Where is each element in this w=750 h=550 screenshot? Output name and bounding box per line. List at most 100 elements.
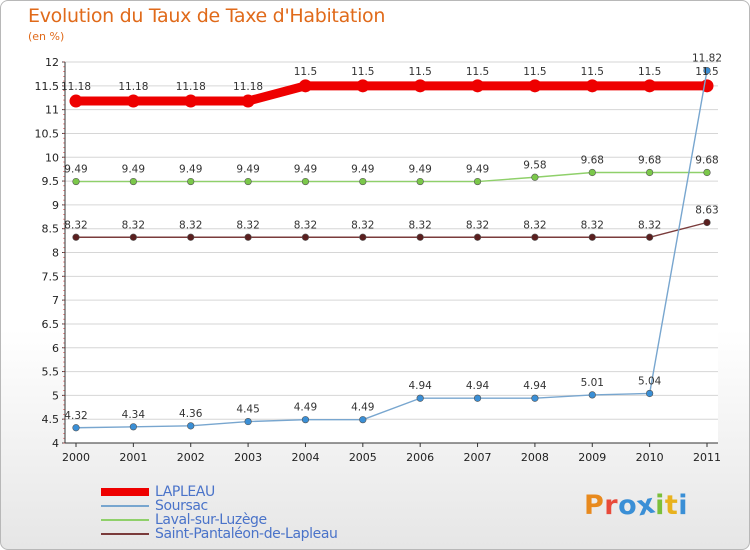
y-tick-label: 6: [52, 342, 59, 355]
x-tick-label: 2005: [349, 451, 377, 464]
data-point: [703, 218, 711, 227]
logo-letter: i: [655, 490, 665, 521]
data-point: [471, 79, 485, 93]
logo-letter: t: [664, 490, 679, 521]
series: [69, 66, 714, 432]
data-point: [588, 168, 596, 177]
data-point: [473, 177, 482, 186]
data-point: [301, 233, 310, 241]
proxiti-logo: Proxiti: [584, 488, 688, 522]
data-label: 8.32: [466, 219, 489, 231]
data-label: 5.01: [581, 377, 604, 389]
x-tick-label: 2000: [62, 451, 90, 464]
data-label: 9.49: [294, 164, 317, 176]
data-label: 4.49: [351, 402, 374, 414]
data-label: 4.34: [122, 409, 146, 421]
data-point: [129, 177, 137, 186]
logo-letter: P: [584, 490, 605, 521]
data-point: [69, 94, 83, 108]
data-label: 4.32: [64, 410, 87, 422]
data-point: [129, 233, 137, 241]
y-tick-label: 12: [45, 56, 59, 69]
data-label: 8.32: [236, 219, 259, 231]
legend-label: LAPLEAU: [155, 484, 215, 500]
x-tick-label: 2008: [521, 451, 549, 464]
legend-swatch: [101, 519, 149, 521]
data-label: 8.32: [351, 219, 374, 231]
data-point: [301, 416, 310, 424]
data-point: [359, 233, 367, 241]
data-point: [646, 168, 654, 177]
legend-item: Saint-Pantaléon-de-Lapleau: [101, 526, 338, 542]
data-point: [700, 79, 714, 93]
series-line-soursac: [75, 69, 708, 429]
legend-item: LAPLEAU: [101, 484, 337, 500]
data-label: 11.5: [523, 66, 546, 78]
y-tick-label: 11: [45, 104, 59, 117]
data-point: [585, 79, 599, 93]
data-point: [416, 177, 424, 186]
data-point: [703, 168, 711, 177]
data-label: 11.18: [176, 81, 206, 93]
data-point: [416, 394, 424, 402]
data-point: [244, 233, 252, 241]
data-label: 8.32: [179, 219, 202, 231]
data-label: 11.18: [233, 81, 263, 93]
data-point: [244, 177, 252, 186]
data-point: [416, 233, 424, 241]
legend-label: Laval-sur-Luzège: [155, 512, 267, 528]
data-label: 8.32: [122, 219, 145, 231]
data-point: [298, 79, 312, 93]
data-label: 9.49: [122, 164, 145, 176]
unit-label: (en %): [28, 30, 65, 43]
legend-swatch: [101, 533, 149, 535]
data-label: 11.5: [466, 66, 489, 78]
data-label: 8.63: [695, 204, 718, 216]
y-tick-label: 5: [52, 389, 59, 402]
x-tick-label: 2004: [291, 451, 319, 464]
data-label: 9.68: [581, 154, 604, 166]
series-line-lapleau: [71, 81, 712, 106]
data-label: 9.49: [351, 164, 374, 176]
data-label: 11.82: [692, 53, 722, 65]
data-label: 9.68: [695, 154, 718, 166]
data-label: 5.04: [638, 375, 662, 387]
data-label: 9.49: [179, 164, 202, 176]
y-tick-label: 8.5: [42, 223, 60, 236]
data-label: 4.94: [523, 380, 547, 392]
data-point: [646, 233, 654, 241]
data-label: 11.5: [294, 66, 317, 78]
y-tick-label: 10.5: [35, 127, 60, 140]
y-tick-label: 11.5: [35, 80, 60, 93]
data-point: [356, 79, 370, 93]
legend-label: Soursac: [155, 498, 208, 514]
data-label: 9.49: [466, 164, 489, 176]
x-tick-label: 2007: [464, 451, 492, 464]
data-point: [72, 424, 80, 432]
data-label: 4.94: [408, 380, 432, 392]
logo-letter: o: [618, 490, 638, 521]
x-tick-label: 2006: [406, 451, 434, 464]
legend-item: Laval-sur-Luzège: [101, 512, 337, 528]
axes: 4 4.5 5 5.5 6 6.5 7 7.5 8 8.5 9 9.5 10 10.5 11 11.5 12 20…: [35, 56, 722, 464]
data-label: 11.5: [581, 66, 604, 78]
data-point: [241, 94, 255, 108]
y-tick-label: 6.5: [42, 318, 60, 331]
x-tick-label: 2011: [693, 451, 721, 464]
data-point: [643, 79, 657, 93]
data-point: [72, 233, 80, 241]
data-point: [72, 177, 80, 186]
data-point: [187, 422, 195, 430]
data-point: [126, 94, 140, 108]
data-point: [359, 177, 367, 186]
data-label: 8.32: [408, 219, 431, 231]
data-label: 8.32: [638, 219, 661, 231]
x-tick-label: 2003: [234, 451, 262, 464]
y-tick-label: 4.5: [42, 413, 60, 426]
data-point: [703, 66, 711, 75]
data-point: [413, 79, 427, 93]
legend-swatch: [101, 505, 149, 507]
data-point: [301, 177, 310, 186]
data-label: 11.5: [408, 66, 431, 78]
legend-label: Saint-Pantaléon-de-Lapleau: [155, 526, 338, 542]
